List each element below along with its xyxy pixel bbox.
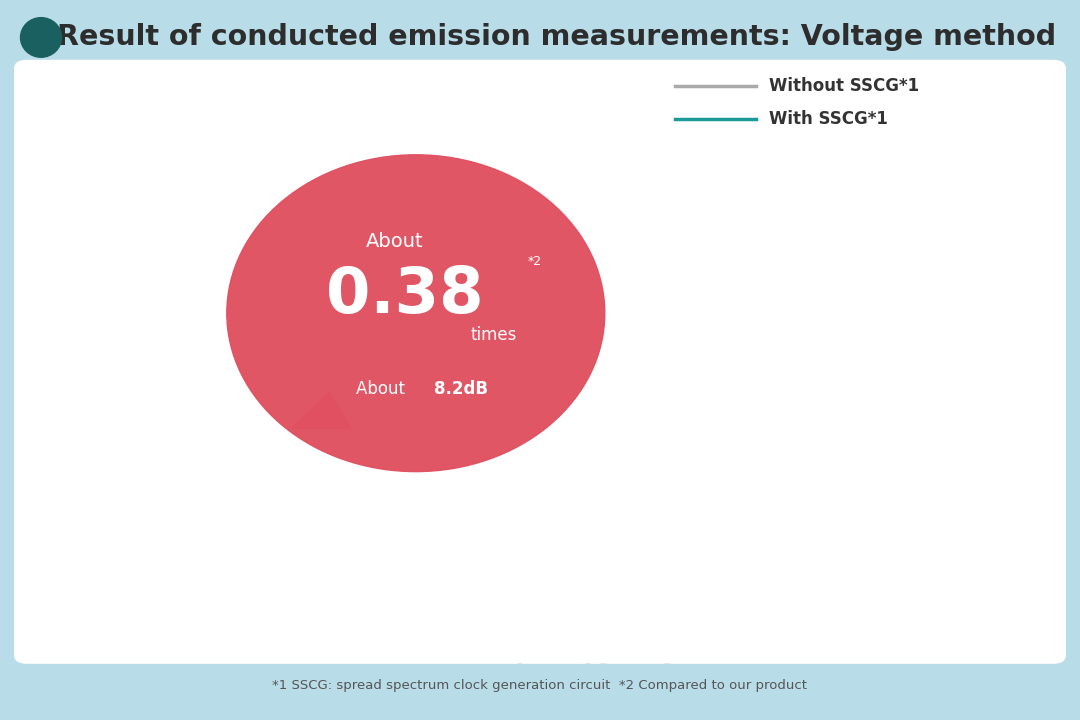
Bar: [449, 155, 473, 601]
Bar: [869, 155, 894, 601]
Bar: [350, 155, 375, 601]
Bar: [202, 155, 226, 601]
Polygon shape: [292, 392, 351, 428]
Ellipse shape: [227, 155, 605, 472]
Bar: [400, 155, 424, 601]
Bar: [696, 155, 720, 601]
Bar: [152, 155, 177, 601]
Ellipse shape: [21, 18, 62, 58]
Y-axis label: V[ dBuv ]: V[ dBuv ]: [73, 331, 92, 425]
Bar: [1017, 155, 1042, 601]
Text: Result of conducted emission measurements: Voltage method: Result of conducted emission measurement…: [56, 24, 1056, 51]
Bar: [597, 155, 622, 601]
X-axis label: frequency[MHz]: frequency[MHz]: [472, 644, 673, 664]
Bar: [993, 155, 1017, 601]
Bar: [226, 155, 251, 601]
Bar: [498, 155, 523, 601]
Bar: [127, 155, 152, 601]
Text: 8.2dB: 8.2dB: [434, 380, 488, 397]
Bar: [424, 155, 449, 601]
Text: *2: *2: [527, 255, 542, 268]
Bar: [275, 155, 300, 601]
Bar: [572, 155, 597, 601]
Bar: [795, 155, 820, 601]
Text: Without SSCG*1: Without SSCG*1: [769, 77, 919, 95]
Bar: [919, 155, 943, 601]
Bar: [523, 155, 548, 601]
Bar: [770, 155, 795, 601]
Text: About: About: [365, 232, 423, 251]
Bar: [548, 155, 572, 601]
Bar: [375, 155, 400, 601]
Bar: [745, 155, 770, 601]
Bar: [894, 155, 919, 601]
Bar: [672, 155, 696, 601]
Bar: [103, 155, 127, 601]
Bar: [720, 155, 745, 601]
Bar: [845, 155, 869, 601]
Bar: [177, 155, 202, 601]
Text: *1 SSCG: spread spectrum clock generation circuit  *2 Compared to our product: *1 SSCG: spread spectrum clock generatio…: [272, 679, 808, 692]
Bar: [968, 155, 993, 601]
Bar: [300, 155, 325, 601]
Text: With SSCG*1: With SSCG*1: [769, 110, 888, 128]
Bar: [647, 155, 672, 601]
Text: About: About: [356, 380, 410, 397]
Bar: [820, 155, 845, 601]
Bar: [325, 155, 350, 601]
Bar: [251, 155, 275, 601]
FancyBboxPatch shape: [14, 60, 1066, 664]
Text: 0.38: 0.38: [326, 264, 484, 326]
Bar: [473, 155, 498, 601]
Bar: [622, 155, 647, 601]
Bar: [943, 155, 968, 601]
Text: times: times: [471, 326, 516, 344]
